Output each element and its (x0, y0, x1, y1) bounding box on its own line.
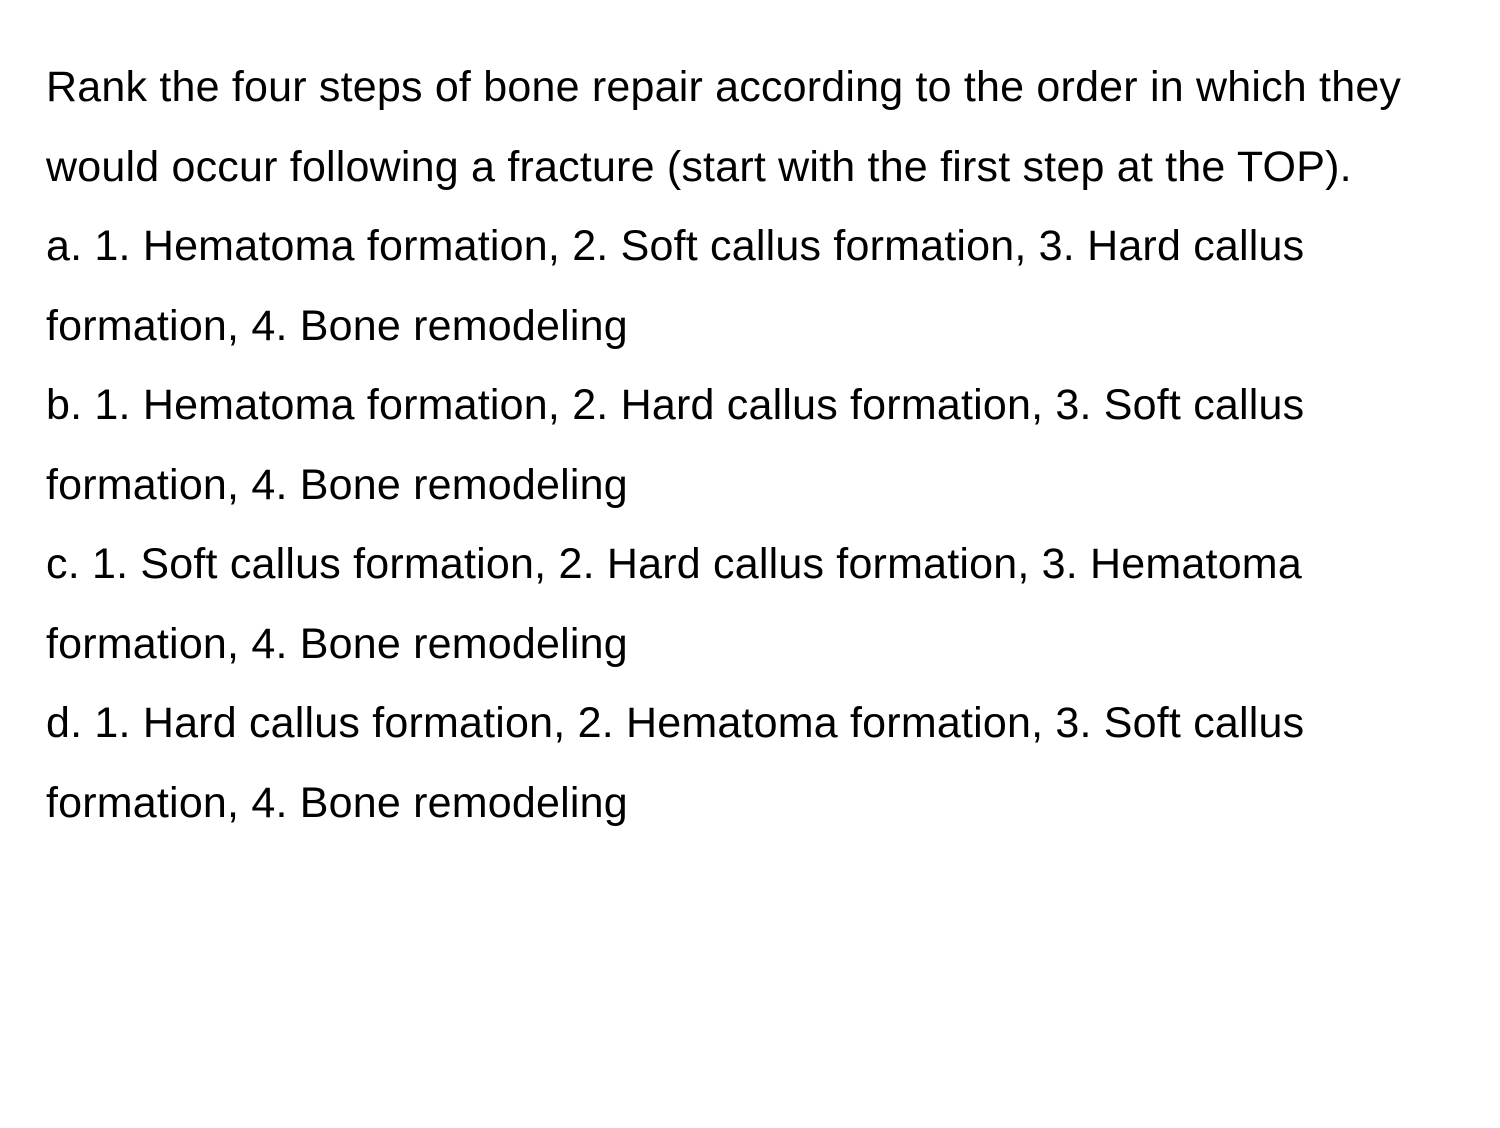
option-b: b. 1. Hematoma formation, 2. Hard callus… (46, 366, 1454, 525)
option-d: d. 1. Hard callus formation, 2. Hematoma… (46, 684, 1454, 843)
question-container: Rank the four steps of bone repair accor… (46, 48, 1454, 843)
option-c: c. 1. Soft callus formation, 2. Hard cal… (46, 525, 1454, 684)
question-prompt: Rank the four steps of bone repair accor… (46, 48, 1454, 207)
option-a: a. 1. Hematoma formation, 2. Soft callus… (46, 207, 1454, 366)
